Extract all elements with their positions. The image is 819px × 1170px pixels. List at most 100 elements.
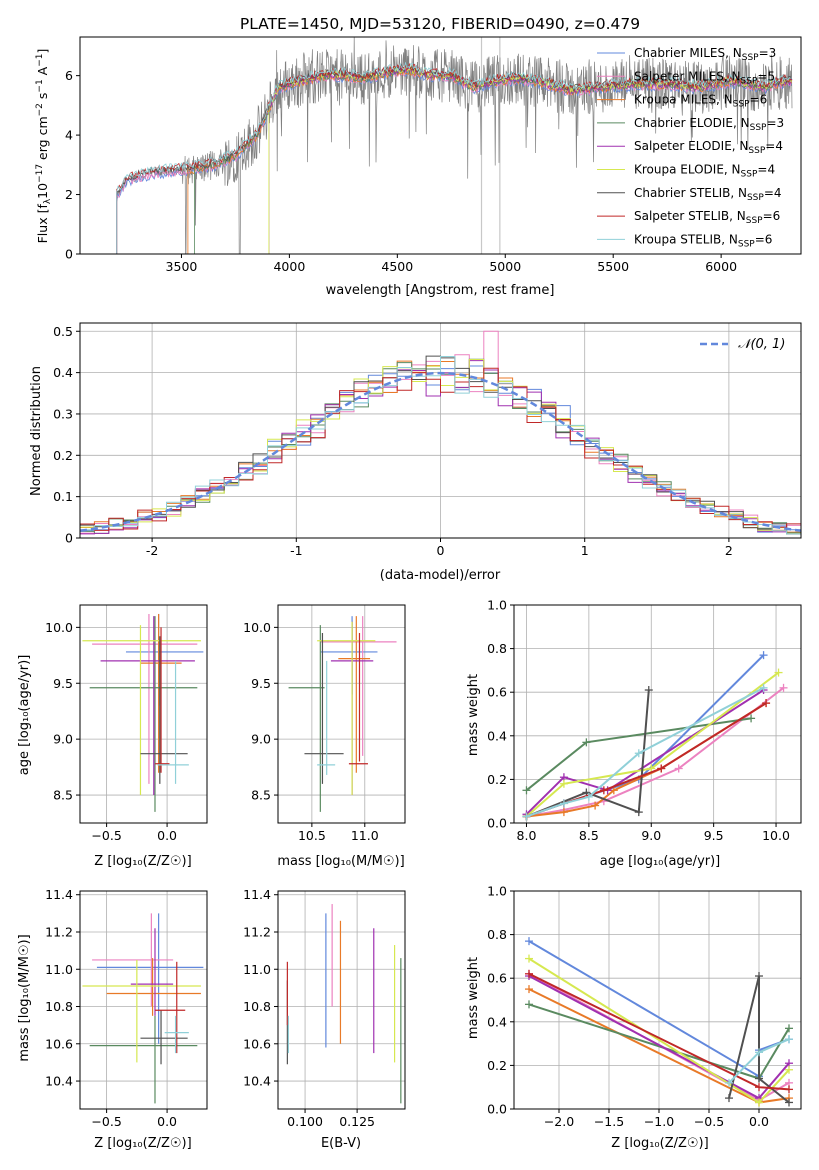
y-tick-label: 0.6 — [487, 685, 507, 700]
y-tick-label: 8.5 — [53, 788, 73, 803]
y-tick-label: 10.8 — [45, 999, 73, 1014]
axes: −2.0 −1.5 −1.0 −0.5 0.0 0.0 0.2 0.4 0.6 0.8 1.0 — [487, 884, 802, 1129]
mass-weight-marker — [755, 1083, 763, 1092]
mass-weight-vs-metallicity-ylabel: mass weight — [466, 957, 481, 1039]
spectrum-xlabel: wavelength [Angstrom, rest frame] — [326, 283, 555, 298]
x-tick-label: -2 — [146, 543, 158, 558]
mass-weight-vs-age-xlabel: age [log₁₀(age/yr)] — [600, 854, 721, 869]
x-tick-label: −0.5 — [694, 1114, 724, 1129]
mass-weight-series — [525, 671, 780, 818]
mass-weight-marker — [591, 801, 600, 810]
mass-weight-marker — [647, 764, 656, 773]
y-tick-label: 4 — [65, 128, 73, 143]
y-tick-label: 0.2 — [53, 448, 73, 463]
axes: -2 -1 0 1 2 0 0.1 0.2 0.3 0.4 0.5 — [53, 322, 802, 558]
y-tick-label: 8.5 — [251, 788, 271, 803]
mass-weight-marker — [559, 808, 568, 817]
mass-weight-marker — [599, 786, 608, 795]
y-tick-label: 10.8 — [243, 999, 271, 1014]
mass-weight-marker — [785, 1065, 793, 1074]
mass-weight-marker — [525, 985, 533, 994]
error-bar — [89, 1015, 198, 1104]
mass-weight-vs-metallicity-xlabel: Z [log₁₀(Z/Z☉)] — [611, 1136, 708, 1151]
grid — [80, 891, 207, 1109]
mass-weight-marker — [584, 792, 593, 801]
y-tick-label: 1.0 — [487, 884, 507, 899]
error-bar — [338, 616, 371, 773]
mass-weight-marker — [525, 969, 533, 978]
mass-weight-marker — [725, 1094, 733, 1103]
axes: 8.0 8.5 9.0 9.5 10.0 0.0 0.2 0.4 0.6 0.8 1.0 — [487, 598, 802, 843]
mass-weight-marker — [774, 668, 783, 677]
y-tick-label: 11.0 — [45, 962, 73, 977]
x-tick-label: 9.5 — [704, 828, 724, 843]
age-vs-metallicity-panel: −0.5 0.0 8.5 9.0 9.5 10.0 age [log₁₀(age/yr)]… — [17, 604, 208, 869]
y-tick-label: 0 — [65, 247, 73, 262]
mass-weight-marker — [634, 808, 643, 817]
x-tick-label: 0 — [437, 543, 445, 558]
y-tick-label: 9.0 — [251, 732, 271, 747]
mass-weight-marker — [644, 686, 653, 695]
y-tick-label: 1.0 — [487, 598, 507, 613]
x-tick-label: 9.0 — [641, 828, 661, 843]
y-tick-label: 10.0 — [45, 620, 73, 635]
y-tick-label: 0.4 — [53, 365, 73, 380]
y-tick-label: 0.4 — [487, 728, 507, 743]
y-tick-label: 10.6 — [45, 1036, 73, 1051]
x-tick-label: −1.5 — [594, 1114, 624, 1129]
mass-vs-metallicity-ylabel: mass [log₁₀(M/M☉)] — [17, 934, 32, 1061]
error-bar — [100, 616, 195, 796]
y-tick-label: 10.4 — [243, 1074, 271, 1089]
axes: 0.100 0.125 10.4 10.6 10.8 11.0 11.2 11.4 — [243, 887, 406, 1129]
legend-entry: Salpeter MILES, NSSP=5 — [634, 69, 775, 86]
x-tick-label: −2.0 — [544, 1114, 574, 1129]
grid — [80, 605, 207, 823]
histogram-legend: 𝒩(0, 1) — [700, 337, 785, 352]
y-tick-label: 11.2 — [243, 924, 271, 939]
mass-weight-marker — [785, 1024, 793, 1033]
y-tick-label: 0 — [65, 531, 73, 546]
mass-weight-vs-age-ylabel: mass weight — [466, 674, 481, 756]
mass-weight-marker — [755, 1098, 763, 1107]
x-tick-label: 0.0 — [157, 1114, 177, 1129]
mass-vs-metallicity-xlabel: Z [log₁₀(Z/Z☉)] — [94, 1136, 191, 1151]
x-tick-label: 5500 — [597, 259, 629, 274]
histogram-ylabel: Normed distribution — [29, 366, 44, 496]
model-spectrum-line — [116, 62, 792, 254]
mass-weight-series — [728, 975, 790, 1104]
mass-weight-marker — [759, 683, 768, 692]
legend-entry: Chabrier MILES, NSSP=3 — [634, 46, 776, 63]
mass-weight-marker — [559, 799, 568, 808]
y-tick-label: 0.8 — [487, 927, 507, 942]
y-tick-label: 0.5 — [53, 324, 73, 339]
error-bar — [320, 616, 397, 756]
error-bar — [157, 660, 189, 784]
mass-weight-marker — [785, 1035, 793, 1044]
y-tick-label: 11.0 — [243, 962, 271, 977]
y-tick-label: 2 — [65, 187, 73, 202]
x-tick-label: −0.5 — [91, 828, 121, 843]
x-tick-label: 5000 — [489, 259, 521, 274]
mass-vs-ebv-xlabel: E(B-V) — [321, 1136, 361, 1151]
mass-weight-series — [526, 686, 765, 818]
spectrum-panel: 3500 4000 4500 5000 5500 6000 0 2 4 6 Chabrier MI… — [35, 36, 802, 298]
mass-weight-marker — [559, 779, 568, 788]
mass-weight-marker — [785, 1085, 793, 1094]
error-bar — [304, 632, 344, 784]
mass-weight-marker — [525, 937, 533, 946]
error-bar — [130, 928, 174, 1016]
error-bar — [154, 627, 170, 773]
x-tick-label: −1.0 — [644, 1114, 674, 1129]
axes: 10.5 11.0 8.5 9.0 9.5 10.0 — [243, 604, 406, 843]
x-tick-label: 0.125 — [339, 1114, 375, 1129]
spectrum-ylabel: Flux [fλ10−17 erg cm−2 s−1 A−1] — [35, 49, 53, 244]
x-tick-label: 11.0 — [351, 828, 379, 843]
histogram-xlabel: (data-model)/error — [380, 568, 501, 583]
error-bar — [317, 621, 376, 796]
age-vs-mass-xlabel: mass [log₁₀(M/M☉)] — [277, 854, 404, 869]
error-bar — [92, 613, 198, 784]
age-vs-metallicity-ylabel: age [log₁₀(age/yr)] — [17, 655, 32, 776]
mass-weight-marker — [759, 651, 768, 660]
normal-curve — [80, 371, 801, 533]
